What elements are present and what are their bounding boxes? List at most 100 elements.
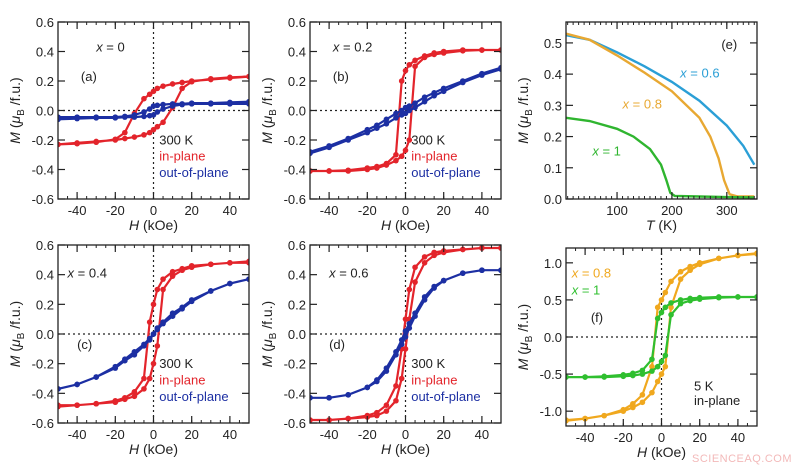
data-point — [146, 337, 153, 343]
data-point — [431, 285, 437, 291]
data-point — [479, 267, 485, 274]
data-point — [654, 378, 661, 385]
series-line-out-of-plane — [58, 100, 249, 121]
data-point — [668, 300, 674, 306]
annotation-variable: x — [591, 143, 599, 158]
data-point — [364, 129, 371, 136]
y-tick-label: -0.6 — [284, 416, 306, 431]
data-point — [383, 408, 390, 414]
data-point — [131, 393, 138, 400]
y-tick-label: 0.1 — [544, 161, 562, 176]
data-point — [74, 381, 80, 388]
annotation-text: out-of-plane — [411, 165, 480, 180]
annotation-variable: x — [332, 40, 340, 55]
data-point — [412, 100, 418, 106]
data-point — [74, 402, 80, 409]
y-axis-label: M (μB /f.u.) — [7, 77, 27, 143]
data-point — [460, 246, 466, 253]
data-point — [393, 151, 399, 158]
data-point — [208, 101, 214, 107]
annotation: (a) — [81, 69, 97, 84]
plot-area — [566, 32, 756, 199]
data-point — [179, 79, 185, 86]
data-point — [188, 298, 195, 305]
x-axis-unit: (K) — [655, 217, 678, 233]
x-tick-label: 200 — [661, 203, 683, 218]
x-axis-unit: (kOe) — [647, 444, 686, 460]
data-point — [383, 120, 390, 127]
data-point — [402, 334, 409, 340]
data-point — [412, 279, 418, 285]
annotation-variable: x — [571, 283, 579, 298]
x-axis-unit: (kOe) — [139, 217, 178, 233]
y-tick-label: 0.6 — [36, 15, 54, 30]
annotation-text: (f) — [591, 310, 603, 325]
annotation-text: 300 K — [159, 356, 193, 371]
data-point — [364, 384, 371, 391]
series-line-out-of-plane — [58, 278, 249, 390]
x-axis-label: H (kOe) — [381, 217, 430, 233]
annotation-variable: x — [328, 266, 336, 281]
data-point — [310, 417, 313, 423]
data-point — [326, 394, 332, 401]
data-point — [154, 109, 161, 115]
y-axis-variable: M — [259, 355, 275, 367]
data-point — [208, 75, 214, 82]
data-point — [150, 360, 157, 367]
annotation-text: = 0.6 — [336, 266, 369, 281]
data-point — [188, 101, 195, 107]
annotation-text: out-of-plane — [159, 165, 228, 180]
annotation: x = 0.6 — [328, 266, 368, 281]
data-point — [460, 79, 466, 86]
y-axis-mu: μ — [259, 339, 275, 348]
x-tick-label: 40 — [475, 203, 489, 218]
data-point — [406, 320, 413, 327]
y-tick-label: 0.4 — [288, 268, 306, 283]
x-tick-label: 40 — [223, 203, 237, 218]
x-axis-variable: H — [381, 217, 392, 233]
annotation-text: = 0 — [103, 40, 125, 55]
data-point — [93, 138, 99, 145]
x-tick-label: -40 — [68, 427, 87, 442]
data-point — [601, 374, 607, 380]
y-axis-unit: /f.u.) — [515, 77, 531, 109]
y-axis-subscript: B — [16, 109, 27, 116]
plot-area — [310, 47, 501, 174]
series-line-x-1 — [566, 295, 757, 379]
data-point — [668, 311, 674, 318]
data-point — [326, 168, 332, 174]
annotation-text: out-of-plane — [411, 389, 480, 404]
data-point — [677, 300, 684, 307]
data-point — [154, 123, 161, 130]
annotation: (c) — [77, 337, 92, 352]
data-point — [398, 107, 405, 114]
x-axis-label: H (kOe) — [129, 441, 178, 457]
x-axis-variable: T — [646, 217, 656, 233]
data-point — [169, 268, 176, 275]
annotation-text: (c) — [77, 337, 92, 352]
data-point — [421, 94, 428, 101]
y-axis-mu: μ — [515, 116, 531, 125]
y-axis-unit: /f.u.) — [259, 77, 275, 109]
data-point — [122, 114, 128, 120]
data-point — [696, 296, 703, 302]
x-tick-label: -20 — [358, 203, 377, 218]
data-point — [383, 368, 390, 374]
data-point — [374, 165, 380, 171]
annotation-text: (d) — [329, 337, 345, 352]
data-point — [398, 375, 405, 382]
x-tick-label: -40 — [320, 203, 339, 218]
data-point — [566, 374, 569, 380]
data-point — [374, 412, 380, 419]
data-point — [246, 73, 249, 80]
y-tick-label: -1.0 — [540, 404, 562, 419]
y-tick-label: 0.0 — [36, 104, 54, 119]
y-tick-label: 0.2 — [544, 130, 562, 145]
y-tick-label: 0.0 — [544, 192, 562, 207]
data-point — [160, 101, 166, 108]
data-point — [498, 267, 501, 274]
data-point — [150, 126, 157, 133]
data-point — [393, 351, 399, 358]
annotation-variable: x — [95, 40, 103, 55]
